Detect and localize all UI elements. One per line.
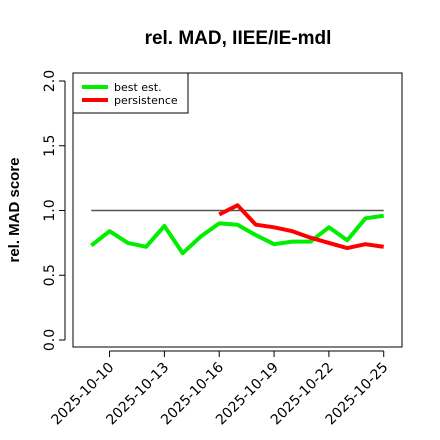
y-tick-label: 1.0 <box>42 199 58 221</box>
chart-title: rel. MAD, IIEE/IE-mdl <box>145 28 332 49</box>
y-tick-label: 0.5 <box>42 264 58 286</box>
y-tick-label: 0.0 <box>42 329 58 351</box>
legend-label-best-est: best est. <box>114 81 162 94</box>
plot-frame <box>72 72 403 348</box>
axes-layer: 0.00.51.01.52.02025-10-102025-10-132025-… <box>42 70 392 429</box>
legend-label-persistence: persistence <box>114 94 178 107</box>
series-layer <box>90 203 384 256</box>
legend: best est. persistence <box>72 72 189 114</box>
y-tick-label: 1.5 <box>42 135 58 157</box>
legend-box <box>72 72 189 114</box>
y-tick-label: 2.0 <box>42 70 58 92</box>
series-line-best-est <box>90 213 384 256</box>
y-axis-title: rel. MAD score <box>6 157 23 262</box>
series-line-persistence <box>218 203 384 251</box>
